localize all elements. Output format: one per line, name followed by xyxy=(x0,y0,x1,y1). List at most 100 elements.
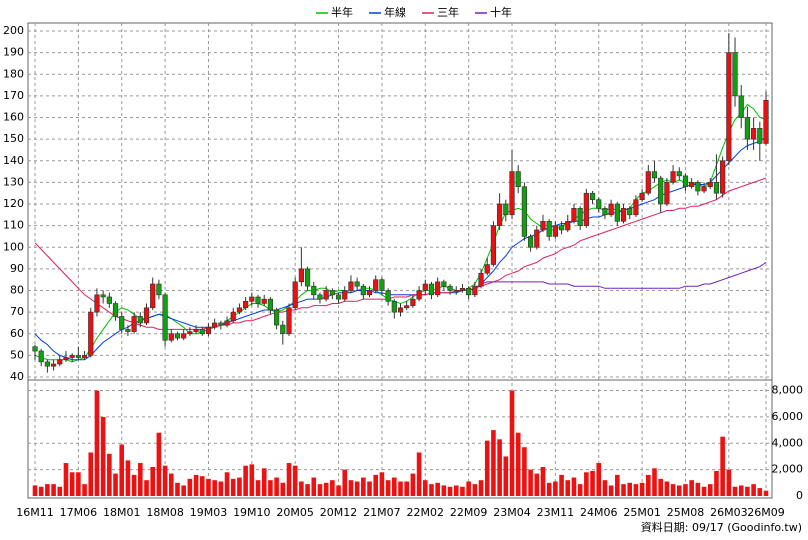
volume-bar xyxy=(429,484,434,496)
candle-body xyxy=(744,117,751,140)
volume-bar xyxy=(193,474,199,496)
candle-body xyxy=(249,296,255,302)
volume-bar xyxy=(528,469,533,496)
volume-bar xyxy=(100,416,106,496)
y-tick-label: 200 xyxy=(3,24,24,37)
x-tick-label: 26M09 xyxy=(747,506,785,519)
candle-body xyxy=(466,288,472,296)
x-tick-label: 16M11 xyxy=(16,506,54,519)
candle-body xyxy=(342,290,348,300)
candle-body xyxy=(558,225,565,231)
y-tick-label: 90 xyxy=(10,262,24,275)
candle-body xyxy=(311,285,317,296)
candle-body xyxy=(292,281,298,309)
candle-body xyxy=(596,199,602,209)
volume-bar xyxy=(88,452,94,496)
candle-body xyxy=(255,296,261,304)
candle-body xyxy=(589,192,596,200)
candle-body xyxy=(422,283,428,291)
candle-body xyxy=(404,305,410,309)
candle-body xyxy=(614,203,620,222)
candle-body xyxy=(156,283,162,296)
candle-body xyxy=(738,95,744,118)
y-tick-label: 80 xyxy=(10,284,24,297)
volume-bar xyxy=(515,432,521,496)
candle-body xyxy=(521,186,527,237)
volume-bar xyxy=(472,484,478,496)
y-tick-label: 60 xyxy=(10,327,24,340)
volume-bar xyxy=(726,469,732,496)
candle-body xyxy=(94,294,100,313)
volume-bar xyxy=(652,468,657,496)
candle-body xyxy=(639,192,645,200)
candle-body xyxy=(131,316,137,332)
candle-body xyxy=(534,229,540,248)
x-tick-label: 18M08 xyxy=(146,506,184,519)
volume-bar xyxy=(249,464,255,496)
volume-bar xyxy=(218,481,224,496)
volume-bar xyxy=(224,472,230,496)
volume-bar xyxy=(608,485,614,496)
volume-bar xyxy=(175,482,180,496)
candle-body xyxy=(137,316,143,324)
candle-body xyxy=(193,329,199,332)
y-tick-label: 180 xyxy=(3,67,24,80)
candle-body xyxy=(354,281,360,287)
volume-bar xyxy=(559,474,564,496)
legend-label: 十年 xyxy=(490,5,512,19)
candle-body xyxy=(162,294,168,341)
volume-bar xyxy=(385,480,391,496)
volume-bar xyxy=(745,486,750,496)
candle-body xyxy=(106,296,112,304)
candle-body xyxy=(651,171,658,179)
candle-body xyxy=(88,311,94,356)
candle-body xyxy=(100,294,106,298)
volume-bar xyxy=(69,472,75,496)
volume-bar xyxy=(447,486,453,496)
volume-bar xyxy=(212,480,217,496)
volume-bar xyxy=(534,473,540,496)
candle-body xyxy=(391,301,397,313)
volume-bar xyxy=(125,460,131,496)
volume-bar xyxy=(63,463,69,496)
candle-body xyxy=(441,281,447,287)
volume-bar xyxy=(416,452,422,496)
candle-body xyxy=(676,171,682,177)
y2-tick-label: 4,000 xyxy=(772,436,804,449)
volume-bar xyxy=(305,484,310,496)
volume-bar xyxy=(274,477,279,496)
volume-bar xyxy=(206,478,211,496)
candle-body xyxy=(32,346,38,352)
volume-bar xyxy=(491,430,496,496)
volume-bar xyxy=(354,481,360,496)
x-tick-label: 23M11 xyxy=(537,506,575,519)
volume-bar xyxy=(435,482,440,496)
y-tick-label: 70 xyxy=(10,305,24,318)
volume-bar xyxy=(348,480,354,496)
volume-bar xyxy=(590,470,595,496)
candle-body xyxy=(571,208,577,222)
volume-bar xyxy=(367,481,372,496)
y2-tick-label: 0 xyxy=(796,489,803,502)
y-tick-label: 130 xyxy=(3,175,24,188)
candle-body xyxy=(484,264,490,274)
volume-bar xyxy=(565,480,571,496)
x-tick-label: 20M12 xyxy=(320,506,358,519)
y-tick-label: 140 xyxy=(3,154,24,167)
volume-bar xyxy=(51,484,56,496)
y-tick-label: 150 xyxy=(3,132,24,145)
candle-body xyxy=(503,203,509,216)
volume-bar xyxy=(162,465,168,496)
candle-body xyxy=(583,192,589,226)
candle-body xyxy=(497,203,503,226)
volume-bar xyxy=(639,482,645,496)
candle-body xyxy=(298,268,304,283)
volume-bar xyxy=(738,485,744,496)
candle-body xyxy=(379,279,385,291)
volume-bar xyxy=(237,477,242,496)
candle-body xyxy=(57,359,63,365)
x-tick-label: 25M08 xyxy=(667,506,705,519)
candle-body xyxy=(435,281,441,296)
candle-body xyxy=(280,324,286,335)
